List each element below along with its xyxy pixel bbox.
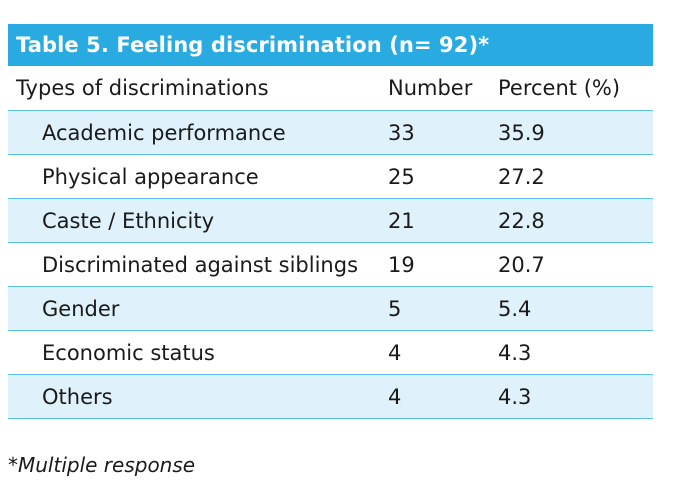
- cell-type: Gender: [42, 296, 120, 321]
- cell-percent: 22.8: [498, 208, 545, 233]
- cell-number: 21: [388, 208, 415, 233]
- cell-percent: 5.4: [498, 296, 532, 321]
- table-header-row: Types of discriminations Number Percent …: [8, 66, 653, 111]
- cell-type: Academic performance: [42, 120, 286, 145]
- cell-type: Economic status: [42, 340, 215, 365]
- table-title: Table 5. Feeling discrimination (n= 92)*: [8, 24, 653, 66]
- cell-percent: 4.3: [498, 340, 532, 365]
- discrimination-table: Table 5. Feeling discrimination (n= 92)*…: [8, 24, 653, 419]
- cell-percent: 35.9: [498, 120, 545, 145]
- cell-percent: 20.7: [498, 252, 545, 277]
- cell-type: Discriminated against siblings: [42, 252, 359, 277]
- cell-number: 19: [388, 252, 415, 277]
- table-row: Discriminated against siblings 19 20.7: [8, 243, 653, 287]
- cell-type: Physical appearance: [42, 164, 259, 189]
- cell-type: Caste / Ethnicity: [42, 208, 215, 233]
- table-row: Physical appearance 25 27.2: [8, 155, 653, 199]
- header-percent: Percent (%): [498, 76, 621, 100]
- cell-percent: 27.2: [498, 164, 545, 189]
- table-row: Academic performance 33 35.9: [8, 111, 653, 155]
- cell-type: Others: [42, 384, 113, 409]
- header-type: Types of discriminations: [16, 76, 269, 100]
- table-row: Others 4 4.3: [8, 375, 653, 419]
- table-row: Economic status 4 4.3: [8, 331, 653, 375]
- table-row: Gender 5 5.4: [8, 287, 653, 331]
- cell-number: 4: [388, 340, 402, 365]
- cell-percent: 4.3: [498, 384, 532, 409]
- cell-number: 5: [388, 296, 402, 321]
- table-footnote: *Multiple response: [8, 453, 196, 477]
- cell-number: 33: [388, 120, 415, 145]
- cell-number: 4: [388, 384, 402, 409]
- header-number: Number: [388, 76, 473, 100]
- table-row: Caste / Ethnicity 21 22.8: [8, 199, 653, 243]
- cell-number: 25: [388, 164, 415, 189]
